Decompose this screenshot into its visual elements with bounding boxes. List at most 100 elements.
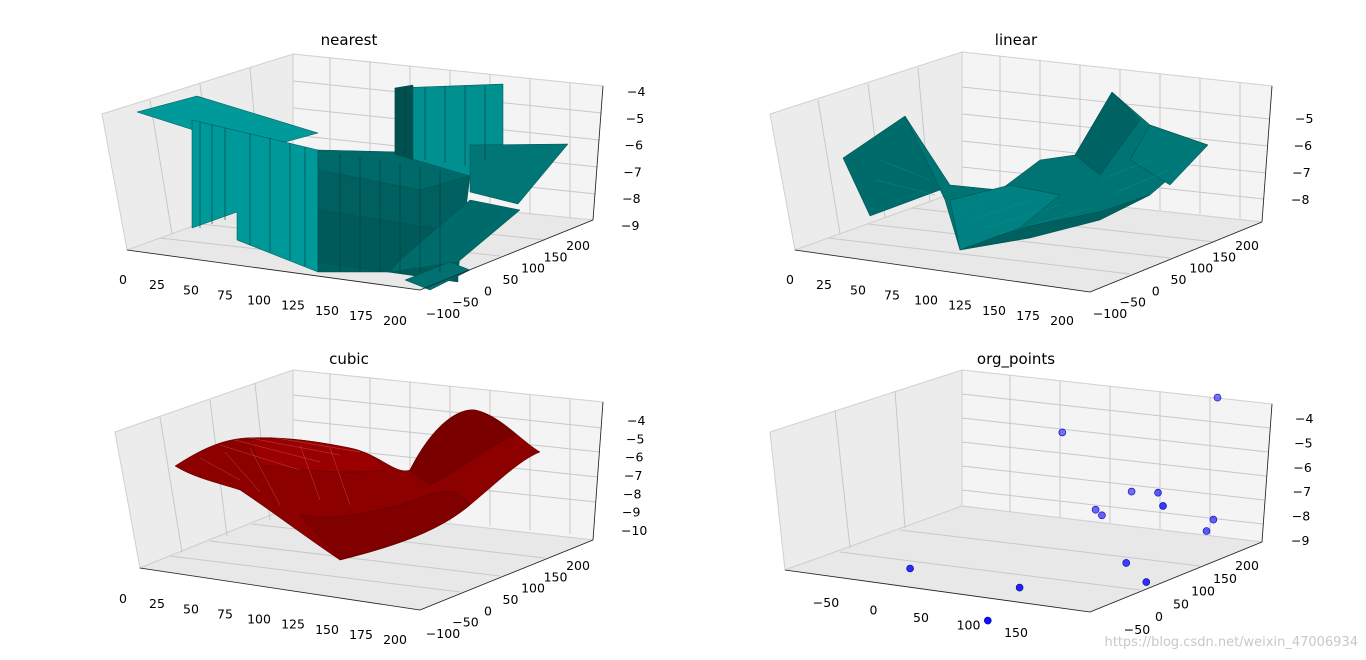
surface [136,83,569,291]
y-tick-label: −100 [426,306,460,321]
y-tick-label: 150 [1212,249,1236,264]
chart-title: org_points [977,350,1055,369]
surface [174,409,541,561]
y-tick-label: 50 [503,592,519,607]
z-tick-label: −4 [627,84,645,99]
z-tick-label: −6 [1293,460,1311,475]
x-tick-label: 0 [119,591,127,606]
z-tick-label: −6 [625,138,643,153]
scatter-point [1154,488,1162,497]
x-tick-label: 200 [1050,313,1074,328]
z-tick-label: −8 [622,191,640,206]
y-tick-label: −50 [452,295,478,310]
chart-title: linear [995,31,1038,49]
z-tick-label: −8 [623,486,641,501]
x-tick-label: 50 [850,282,866,297]
x-tick-labels: 0 25 50 75 100 125 150 175 200 [119,591,407,647]
z-tick-label: −7 [1292,165,1310,180]
z-tick-label: −8 [1292,509,1310,524]
scatter-point [1142,578,1151,586]
x-tick-labels: 0 25 50 75 100 125 150 175 200 [119,272,407,328]
x-tick-label: 125 [281,617,305,632]
y-tick-label: 200 [1235,558,1259,573]
chart-title: cubic [329,350,369,368]
scatter-point [1159,502,1167,510]
scatter-point [1122,559,1130,567]
x-tick-label: 150 [1004,625,1028,640]
x-tick-label: 200 [383,313,407,328]
y-tick-label: 0 [484,603,492,618]
x-tick-label: 25 [149,596,165,611]
x-tick-label: 25 [816,277,832,292]
x-tick-label: 25 [149,277,165,292]
x-tick-labels: −50 0 50 100 150 [813,595,1028,640]
y-tick-label: 0 [1152,283,1160,298]
x-tick-label: 50 [183,282,199,297]
z-tick-label: −10 [621,523,647,538]
panel-nearest: nearest 0 25 50 75 100 125 150 175 200 −100−5005… [101,31,645,328]
x-tick-label: 125 [948,298,972,313]
z-tick-label: −9 [621,218,639,233]
z-tick-label: −6 [625,450,643,465]
x-tick-label: 75 [217,606,233,621]
z-tick-label: −7 [624,468,642,483]
x-tick-label: 150 [982,303,1006,318]
z-tick-labels: −5 −6 −7 −8 [1291,111,1313,207]
scatter-point [1209,515,1218,524]
scatter-point [1015,583,1024,592]
x-tick-label: 75 [884,287,900,302]
x-tick-label: 75 [217,287,233,302]
x-tick-label: 150 [315,622,339,637]
z-tick-label: −5 [1295,111,1313,126]
scatter-points [906,393,1222,625]
scatter-point [1202,527,1211,535]
chart-title: nearest [321,31,378,49]
x-tick-label: 0 [786,272,794,287]
scatter-point [1091,505,1100,514]
scatter-point [983,616,992,625]
y-tick-label: 150 [544,249,568,264]
y-tick-label: 100 [521,261,545,276]
x-tick-label: 100 [247,612,271,627]
z-tick-label: −5 [626,111,644,126]
x-tick-label: 50 [183,601,199,616]
z-tick-label: −4 [627,413,645,428]
axis-lines [139,401,604,611]
z-tick-label: −7 [623,164,641,179]
z-tick-label: −7 [1293,484,1311,499]
y-tick-label: −50 [1124,622,1150,637]
surface-stripes [199,85,486,272]
y-tick-label: 150 [544,569,568,584]
x-tick-label: 100 [957,618,981,633]
x-tick-label: −50 [813,595,839,610]
y-tick-label: −100 [426,626,460,641]
y-tick-label: 200 [566,238,590,253]
y-tick-label: 50 [1173,596,1189,611]
scatter-point [1127,487,1136,496]
y-tick-label: 50 [1171,272,1187,287]
surface-mesh [874,159,1171,235]
x-tick-label: 175 [1016,308,1040,323]
y-tick-label: 100 [1189,261,1213,276]
y-tick-label: 50 [503,272,519,287]
x-tick-label: 125 [281,298,305,313]
y-tick-label: 0 [484,283,492,298]
z-tick-label: −9 [1291,533,1309,548]
z-tick-labels: −4 −5 −6 −7 −8 −9 [621,84,645,233]
y-tick-label: 100 [521,581,545,596]
z-tick-label: −9 [622,505,640,520]
z-tick-label: −8 [1291,192,1309,207]
scatter-point [1058,428,1067,437]
x-tick-label: 0 [119,272,127,287]
z-tick-label: −5 [1294,435,1312,450]
z-tick-label: −5 [626,431,644,446]
x-tick-label: 50 [913,610,929,625]
x-tick-label: 175 [349,308,373,323]
y-tick-label: −50 [452,615,478,630]
z-tick-label: −6 [1294,138,1312,153]
z-tick-labels: −4 −5 −6 −7 −8 −9 [1291,411,1313,548]
